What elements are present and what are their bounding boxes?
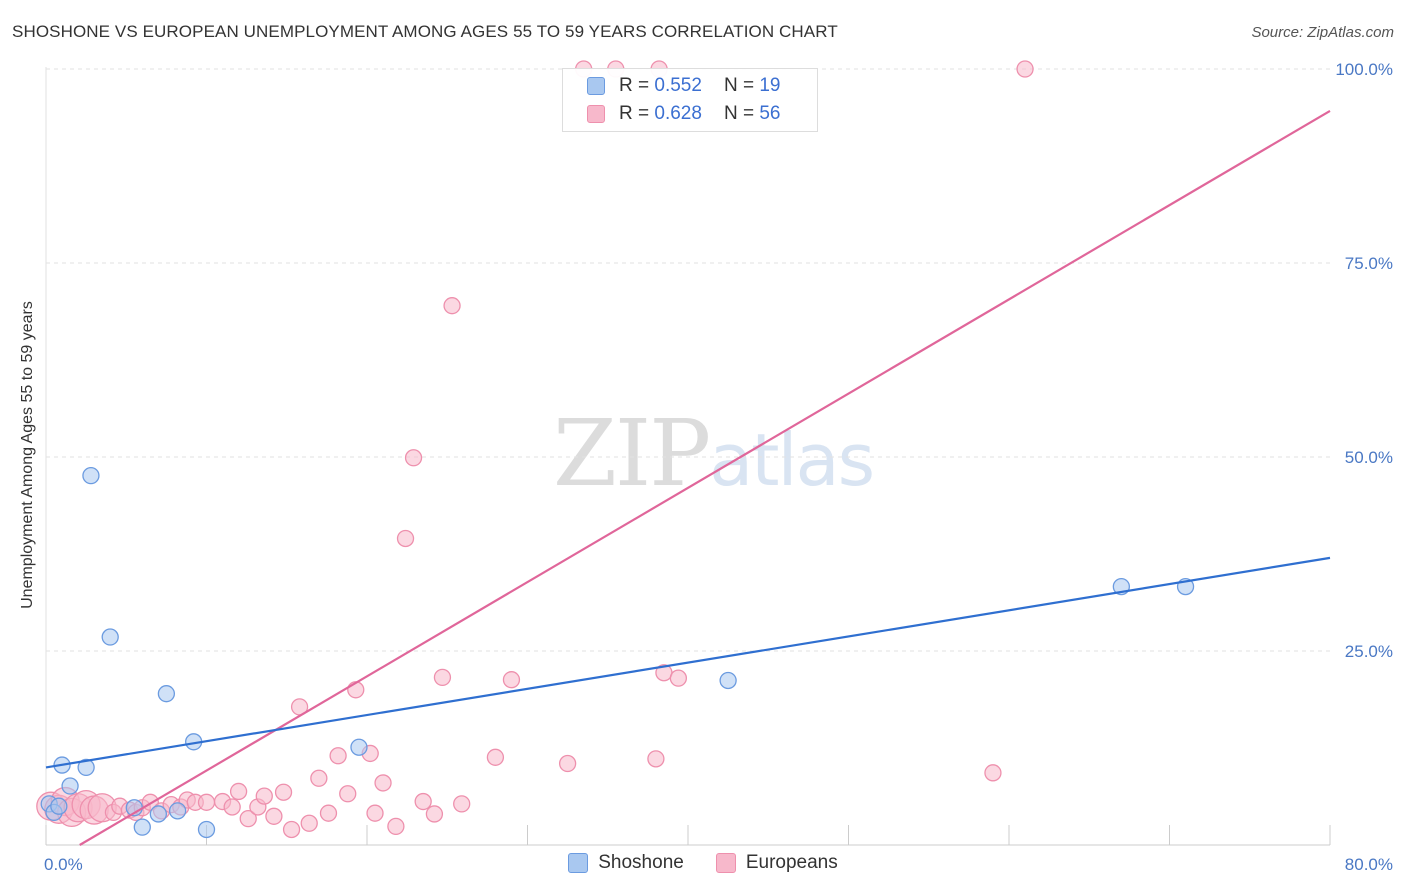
europeans-point [339, 785, 357, 803]
legend-row-shoshone: R = 0.552 N = 19 [587, 73, 780, 99]
legend-item-shoshone[interactable]: Shoshone [568, 852, 684, 874]
x-axis: 0.0% 80.0% [44, 825, 1393, 874]
europeans-point [669, 669, 688, 687]
europeans-point [255, 787, 273, 805]
europeans-point [647, 750, 665, 768]
shoshone-point [719, 671, 737, 690]
europeans-point [310, 769, 328, 787]
europeans-point [387, 817, 405, 836]
chart-title: SHOSHONE VS EUROPEAN UNEMPLOYMENT AMONG … [12, 22, 838, 41]
legend-item-label: Europeans [745, 852, 838, 873]
europeans-point [229, 782, 248, 801]
y-tick-label: 75.0% [1345, 254, 1393, 273]
europeans-point [274, 783, 293, 801]
europeans-swatch [715, 853, 736, 873]
europeans-point [319, 804, 338, 822]
europeans-point [558, 754, 577, 773]
europeans-point [223, 798, 241, 816]
europeans-point [265, 807, 283, 825]
shoshone-point [77, 758, 95, 777]
y-tick-label: 25.0% [1345, 642, 1393, 661]
shoshone-point [82, 466, 100, 485]
legend-r-value: 0.628 [654, 103, 702, 124]
legend-n-label: N = [723, 75, 755, 96]
europeans-point [396, 529, 415, 548]
europeans-point [197, 793, 216, 811]
trend-lines [45, 109, 1331, 846]
europeans-point [1016, 60, 1034, 78]
y-tick-labels: 25.0% 50.0% 75.0% 100.0% [1335, 60, 1393, 661]
europeans-point [414, 792, 432, 811]
legend-r-label: R = [619, 103, 650, 124]
europeans-point [984, 764, 1002, 782]
shoshone-points [40, 466, 1195, 839]
legend-n-value: 56 [759, 103, 781, 124]
europeans-point [443, 297, 461, 315]
shoshone-trend-line [45, 556, 1331, 769]
shoshone-point [149, 805, 168, 823]
shoshone-swatch [568, 853, 589, 873]
europeans-point [433, 668, 452, 687]
europeans-point [347, 681, 365, 699]
europeans-point [425, 805, 444, 823]
shoshone-point [350, 738, 368, 756]
shoshone-point [197, 820, 216, 839]
gridlines [45, 67, 1330, 845]
legend-r-value: 0.552 [654, 75, 702, 96]
legend-item-europeans[interactable]: Europeans [715, 852, 838, 874]
shoshone-point [61, 777, 79, 795]
europeans-points [36, 60, 1034, 839]
europeans-point [366, 804, 384, 822]
shoshone-point [168, 802, 187, 820]
shoshone-point [133, 818, 151, 836]
europeans-point [486, 748, 505, 766]
y-tick-label: 50.0% [1345, 448, 1393, 467]
source-credit: Source: ZipAtlas.com [1251, 24, 1394, 41]
shoshone-point [101, 628, 119, 646]
correlation-legend: R = 0.552 N = 19 R = 0.628 N = 56 [562, 68, 818, 132]
europeans-point [502, 671, 521, 689]
legend-row-europeans: R = 0.628 N = 56 [587, 101, 780, 127]
x-tick-label-min: 0.0% [44, 855, 83, 874]
x-tick-label-max: 80.0% [1345, 855, 1393, 874]
europeans-point [453, 795, 471, 813]
europeans-point [374, 774, 392, 792]
legend-item-label: Shoshone [598, 852, 684, 873]
europeans-point [329, 747, 347, 765]
shoshone-swatch [587, 77, 605, 95]
y-tick-label: 100.0% [1335, 60, 1393, 79]
series-legend: Shoshone Europeans [0, 852, 1406, 874]
europeans-point [300, 814, 318, 832]
europeans-swatch [587, 105, 605, 123]
legend-r-label: R = [619, 75, 650, 96]
europeans-point [282, 820, 301, 839]
shoshone-point [50, 797, 68, 815]
legend-n-label: N = [723, 103, 755, 124]
europeans-trend-line [79, 109, 1331, 846]
europeans-point [404, 449, 423, 467]
shoshone-point [157, 685, 176, 703]
legend-n-value: 19 [759, 75, 781, 96]
europeans-point [239, 809, 257, 828]
